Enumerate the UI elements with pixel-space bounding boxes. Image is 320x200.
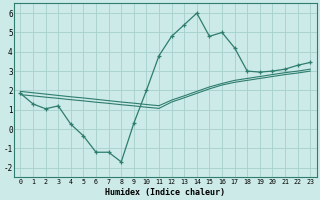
X-axis label: Humidex (Indice chaleur): Humidex (Indice chaleur) bbox=[105, 188, 225, 197]
